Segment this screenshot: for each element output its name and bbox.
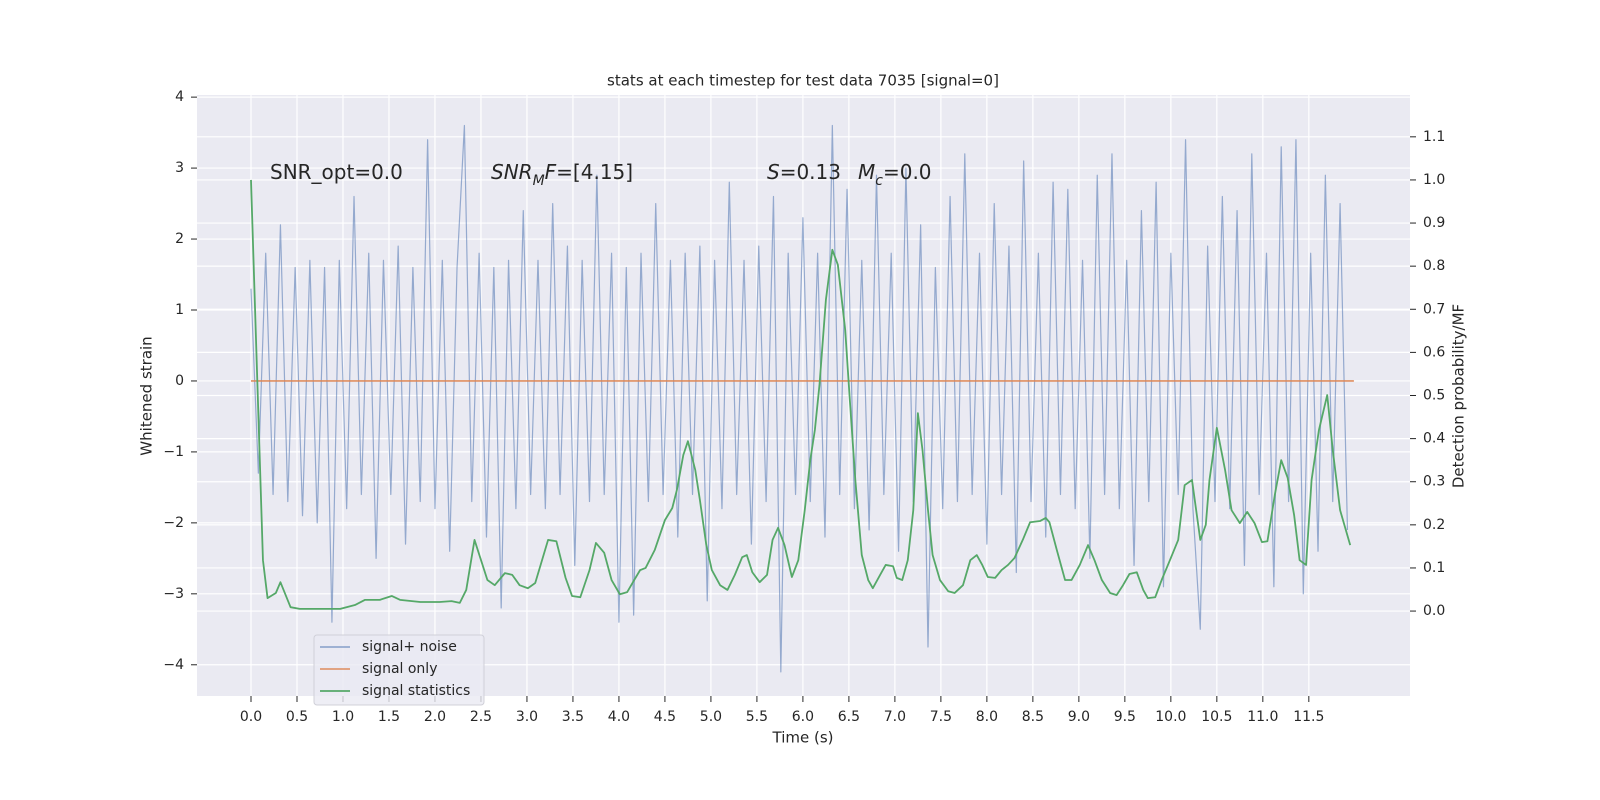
annotation: Mc=0.0 [858,160,932,190]
chart-title: stats at each timestep for test data 703… [607,72,999,90]
annotation-part: =[4.15] [556,160,633,184]
y2-tick-label: 0.7 [1423,301,1445,317]
x-tick-label: 10.5 [1201,709,1232,725]
x-tick-label: 2.5 [470,709,492,725]
y-tick-label: 0 [175,373,184,389]
x-tick-label: 5.0 [700,709,722,725]
y2-tick-label: 0.1 [1423,560,1445,576]
annotation: SNRMF=[4.15] [491,160,633,190]
x-tick-label: 9.0 [1068,709,1090,725]
y2-tick-label: 0.9 [1423,215,1445,231]
y-tick-label: 4 [175,89,184,105]
x-tick-label: 3.0 [516,709,538,725]
legend: signal+ noise signal only signal statistic… [313,634,485,706]
annotation-part: F [545,160,557,184]
legend-label: signal+ noise [362,639,457,655]
x-tick-label: 1.5 [378,709,400,725]
x-tick-label: 5.5 [746,709,768,725]
x-tick-label: 9.5 [1114,709,1136,725]
x-tick-label: 1.0 [332,709,354,725]
x-tick-label: 8.5 [1022,709,1044,725]
x-tick-label: 3.5 [562,709,584,725]
legend-label: signal statistics [362,683,470,699]
x-tick-label: 8.0 [976,709,998,725]
x-tick-label: 4.0 [608,709,630,725]
annotation-part: =0.13 [780,160,841,184]
annotation-part: SNR_opt=0.0 [270,160,403,184]
x-tick-label: 11.0 [1247,709,1278,725]
y2-tick-label: 0.3 [1423,474,1445,490]
y-axis-label: Whitened strain [138,336,156,455]
legend-label: signal only [362,661,437,677]
annotation-part: SNR [491,160,533,184]
x-tick-label: 0.5 [286,709,308,725]
y-tick-label: −4 [163,657,184,673]
y2-tick-label: 0.6 [1423,344,1445,360]
x-tick-label: 7.5 [930,709,952,725]
y2-tick-label: 0.2 [1423,517,1445,533]
x-tick-label: 2.0 [424,709,446,725]
y-tick-label: 2 [175,231,184,247]
annotation-part: M [858,160,875,184]
annotation: S=0.13 [767,160,841,184]
x-tick-label: 11.5 [1293,709,1324,725]
y2-tick-label: 0.4 [1423,431,1445,447]
y2-tick-label: 0.0 [1423,603,1445,619]
x-tick-label: 7.0 [884,709,906,725]
annotation-part: =0.0 [883,160,932,184]
y2-tick-label: 1.1 [1423,129,1445,145]
y2-tick-label: 0.8 [1423,258,1445,274]
annotation-part: S [767,160,780,184]
annotation: SNR_opt=0.0 [270,160,403,184]
legend-box [313,634,485,706]
x-tick-label: 4.5 [654,709,676,725]
series-line [250,179,1352,610]
y-tick-label: −2 [163,515,184,531]
y-tick-label: 1 [175,302,184,318]
y-tick-label: 3 [175,160,184,176]
x-tick-label: 6.5 [838,709,860,725]
y2-axis-label: Detection probability/MF [1450,304,1468,488]
y2-tick-label: 0.5 [1423,388,1445,404]
x-tick-label: 0.0 [240,709,262,725]
series-line [250,124,1349,673]
annotation-part: M [533,173,545,189]
annotation-part: c [875,173,883,189]
x-tick-label: 6.0 [792,709,814,725]
y-tick-label: −3 [163,586,184,602]
x-tick-label: 10.0 [1155,709,1186,725]
y2-tick-label: 1.0 [1423,172,1445,188]
y-tick-label: −1 [163,444,184,460]
x-axis-label: Time (s) [772,729,834,747]
